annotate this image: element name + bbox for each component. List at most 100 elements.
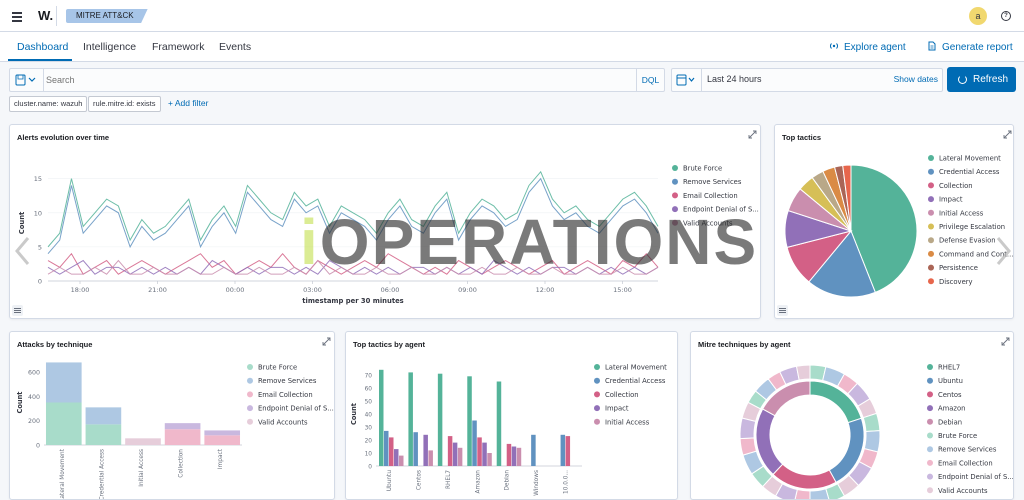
legend-swatch bbox=[928, 250, 934, 257]
x-tick-label: 12:00 bbox=[536, 286, 555, 294]
legend-swatch bbox=[247, 418, 253, 425]
generate-report-label: Generate report bbox=[942, 42, 1013, 53]
filter-pill-mitre-id[interactable]: rule.mitre.id: exists bbox=[88, 96, 161, 112]
y-tick-label: 400 bbox=[28, 394, 40, 401]
y-axis-label: Count bbox=[18, 211, 26, 234]
legend-label: Brute Force bbox=[258, 364, 297, 372]
bar bbox=[472, 420, 477, 466]
x-tick-label: RHEL7 bbox=[446, 470, 452, 489]
dql-toggle-button[interactable]: DQL bbox=[636, 69, 664, 91]
help-icon[interactable]: ? bbox=[1001, 11, 1011, 21]
legend-swatch bbox=[247, 377, 253, 384]
y-tick-label: 40 bbox=[365, 412, 373, 418]
bar bbox=[511, 446, 517, 466]
line-series bbox=[47, 259, 659, 275]
legend-label: Endpoint Denial of S... bbox=[683, 206, 759, 214]
bar bbox=[413, 432, 418, 466]
x-tick-label: 06:00 bbox=[381, 286, 400, 294]
legend-label: Impact bbox=[605, 405, 629, 413]
legend-toggle-icon[interactable] bbox=[12, 305, 23, 316]
bar bbox=[379, 369, 384, 466]
bar-segment bbox=[45, 402, 82, 445]
bar bbox=[452, 442, 458, 466]
search-input[interactable] bbox=[44, 69, 644, 91]
line-series bbox=[47, 170, 659, 248]
filter-pill-cluster[interactable]: cluster.name: wazuh bbox=[9, 96, 88, 112]
legend-label: Collection bbox=[605, 391, 639, 399]
app-logo[interactable]: W. bbox=[38, 8, 54, 23]
legend-label: Initial Access bbox=[605, 418, 650, 426]
bar bbox=[457, 447, 463, 466]
y-tick-label: 0 bbox=[36, 443, 40, 450]
legend-label: Discovery bbox=[939, 278, 973, 286]
mitre-donut-chart: RHEL7 Ubuntu Centos Amazon Debian Brute Force… bbox=[739, 364, 1014, 499]
refresh-button[interactable]: Refresh bbox=[947, 67, 1016, 92]
explore-agent-button[interactable]: Explore agent bbox=[829, 41, 906, 53]
donut-outer-slice bbox=[809, 488, 830, 499]
saved-query-icon[interactable] bbox=[14, 73, 38, 87]
legend-label: Valid Accounts bbox=[938, 487, 988, 495]
calendar-icon[interactable] bbox=[675, 73, 697, 87]
legend-swatch bbox=[928, 155, 934, 161]
legend-swatch bbox=[928, 209, 934, 216]
x-tick-label: Debian bbox=[505, 470, 511, 491]
legend-label: Remove Services bbox=[258, 377, 317, 385]
x-tick-label: 00:00 bbox=[226, 286, 245, 294]
legend-swatch bbox=[927, 364, 933, 370]
explore-agent-label: Explore agent bbox=[844, 42, 906, 53]
legend-label: Endpoint Denial of S... bbox=[938, 473, 1014, 481]
expand-icon[interactable] bbox=[1001, 337, 1010, 346]
legend-swatch bbox=[247, 364, 253, 370]
y-tick-label: 0 bbox=[368, 464, 372, 470]
legend-swatch bbox=[927, 391, 933, 398]
legend-swatch bbox=[672, 192, 678, 199]
legend-label: Persistence bbox=[939, 264, 978, 272]
expand-icon[interactable] bbox=[748, 130, 757, 139]
legend-label: Command and Cont... bbox=[939, 250, 1013, 258]
tab-events[interactable]: Events bbox=[219, 41, 252, 53]
tab-intelligence[interactable]: Intelligence bbox=[83, 41, 137, 53]
donut-inner-slice bbox=[762, 380, 811, 417]
panel-attacks-by-technique: Attacks by technique 0 200 400 600 Count Late… bbox=[9, 331, 335, 500]
panel-title: Top tactics bbox=[782, 133, 822, 142]
bar bbox=[477, 437, 482, 466]
add-filter-button[interactable]: + Add filter bbox=[168, 98, 209, 108]
expand-icon[interactable] bbox=[1003, 130, 1012, 139]
tab-dashboard[interactable]: Dashboard bbox=[17, 41, 69, 53]
legend-swatch bbox=[927, 432, 933, 439]
x-tick-label: Credential Access bbox=[99, 449, 105, 500]
legend-swatch bbox=[594, 364, 600, 370]
y-tick-label: 70 bbox=[365, 373, 373, 379]
bar bbox=[384, 430, 389, 466]
user-avatar[interactable]: a bbox=[969, 7, 987, 25]
legend-label: Valid Accounts bbox=[258, 418, 308, 426]
generate-report-button[interactable]: Generate report bbox=[927, 41, 1013, 53]
legend-label: Valid Accounts bbox=[683, 219, 733, 227]
expand-icon[interactable] bbox=[322, 337, 331, 346]
legend-swatch bbox=[247, 405, 253, 412]
x-tick-label: Lateral Movement bbox=[60, 448, 66, 500]
time-range-value[interactable]: Last 24 hours bbox=[707, 74, 762, 84]
bar bbox=[531, 434, 536, 466]
bar-segment bbox=[164, 429, 201, 445]
tab-framework[interactable]: Framework bbox=[152, 41, 205, 53]
panel-title: Mitre techniques by agent bbox=[698, 340, 791, 349]
legend-swatch bbox=[927, 446, 933, 453]
breadcrumb-mitre[interactable]: MITRE ATT&CK bbox=[66, 9, 148, 23]
bar bbox=[399, 455, 404, 466]
panel-mitre-by-agent: Mitre techniques by agent RHEL7 Ubuntu Cen… bbox=[690, 331, 1014, 500]
legend-label: Brute Force bbox=[938, 432, 977, 440]
menu-icon[interactable] bbox=[8, 7, 26, 25]
legend-label: Remove Services bbox=[683, 178, 742, 186]
panel-top-tactics-by-agent: Top tactics by agent 0 10 20 30 40 50 60 70 Coun… bbox=[345, 331, 678, 500]
y-tick-label: 0 bbox=[38, 278, 42, 286]
legend-toggle-icon[interactable] bbox=[777, 305, 788, 316]
legend-label: Impact bbox=[939, 196, 963, 204]
x-axis-label: timestamp per 30 minutes bbox=[302, 297, 403, 305]
show-dates-link[interactable]: Show dates bbox=[893, 74, 938, 84]
legend-swatch bbox=[594, 391, 600, 398]
legend-label: Collection bbox=[939, 182, 973, 190]
date-picker: Last 24 hours Show dates bbox=[671, 68, 943, 92]
bar bbox=[394, 449, 399, 466]
legend-swatch bbox=[672, 165, 678, 171]
